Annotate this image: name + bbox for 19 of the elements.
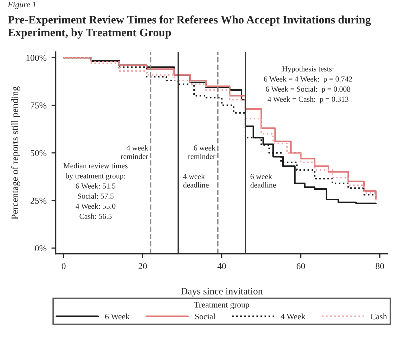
- legend-label: 4 Week: [280, 314, 306, 320]
- x-axis-title: Days since invitation: [181, 288, 263, 297]
- x-tick-label: 40: [218, 263, 226, 270]
- chart-title: Pre-Experiment Review Times for Referees Who Accept Invitations during Experiment, by Treatment Group: [8, 16, 372, 39]
- legend-label: 6 Week: [105, 314, 130, 320]
- y-tick-label: 100%: [26, 55, 47, 62]
- y-tick-label: 0%: [35, 245, 47, 252]
- legend-label: Social: [195, 314, 216, 320]
- legend-label: Cash: [370, 314, 388, 320]
- y-tick-label: 50%: [30, 150, 47, 156]
- x-tick-label: 80: [376, 263, 384, 270]
- x-tick-label: 0: [62, 263, 66, 270]
- y-tick-label: 25%: [30, 198, 47, 204]
- x-tick-label: 20: [138, 263, 148, 270]
- legend-title: Treatment group: [194, 302, 250, 310]
- y-axis-title: Percentage of reports still pending: [11, 86, 20, 220]
- y-tick-label: 75%: [31, 102, 47, 109]
- x-tick-label: 60: [296, 263, 306, 270]
- caption: Figure 1: [8, 2, 36, 10]
